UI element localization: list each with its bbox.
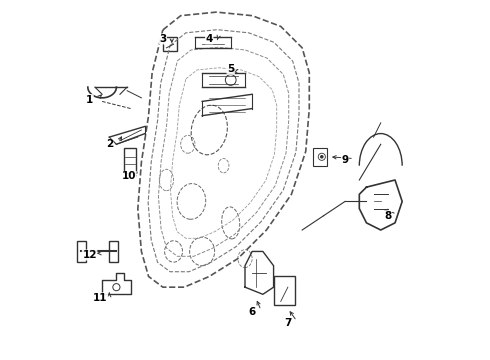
Text: 10: 10: [122, 171, 136, 181]
Text: 8: 8: [384, 211, 392, 221]
Text: 7: 7: [284, 318, 292, 328]
Text: 6: 6: [248, 307, 256, 317]
Text: 4: 4: [206, 34, 213, 44]
Text: 3: 3: [159, 34, 167, 44]
Text: 11: 11: [93, 293, 108, 303]
Text: 9: 9: [342, 156, 348, 165]
Circle shape: [320, 155, 323, 158]
Text: 5: 5: [227, 64, 234, 74]
Text: 1: 1: [86, 95, 93, 105]
Text: 12: 12: [82, 250, 97, 260]
Text: 2: 2: [106, 139, 113, 149]
